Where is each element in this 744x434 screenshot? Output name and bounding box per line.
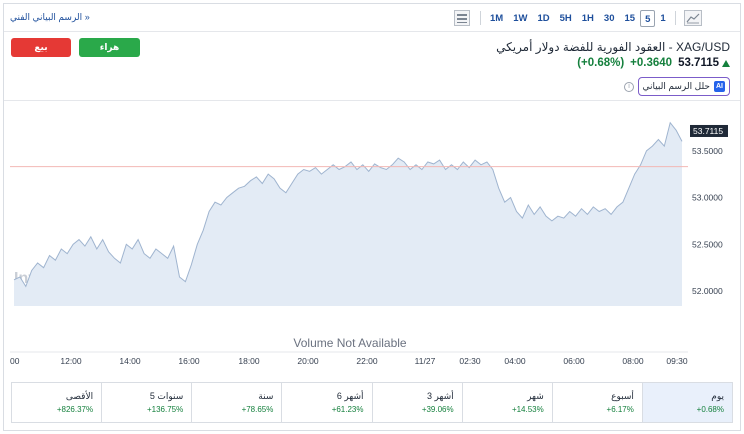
x-tick-label: 18:00 bbox=[238, 356, 260, 366]
info-icon[interactable]: i bbox=[624, 82, 634, 92]
timeframe-1w[interactable]: 1W bbox=[513, 12, 528, 24]
period-6m[interactable]: 6 أشهر +61.23% bbox=[282, 383, 373, 422]
period-label: 5 سنوات bbox=[149, 391, 184, 401]
x-tick-label: 06:00 bbox=[563, 356, 585, 366]
period-label: 6 أشهر bbox=[336, 391, 364, 401]
y-tick-label: 52.5000 bbox=[692, 239, 723, 249]
x-tick-label: 02:30 bbox=[459, 356, 481, 366]
analyze-chart-label: حلل الرسم البياني bbox=[642, 81, 710, 91]
buy-button[interactable]: هراء bbox=[79, 38, 140, 57]
period-value: +39.06% bbox=[421, 405, 454, 414]
x-tick-label: 08:00 bbox=[622, 356, 644, 366]
price-row: (+0.68%) +0.3640 53.7115 bbox=[577, 56, 730, 70]
up-arrow-icon bbox=[722, 59, 730, 67]
current-price-label: 53.7115 bbox=[693, 126, 723, 136]
period-max[interactable]: الأقصى +826.37% bbox=[12, 383, 103, 422]
toolbar-separator bbox=[674, 11, 676, 25]
period-1m[interactable]: شهر +14.53% bbox=[463, 383, 553, 422]
price-area bbox=[10, 121, 688, 306]
period-label: 3 أشهر bbox=[426, 391, 454, 401]
timeframe-5h[interactable]: 5H bbox=[559, 12, 572, 24]
timeframe-selector: 1M 1W 1D 5H 1H 30 15 5 1 bbox=[454, 9, 702, 27]
x-tick-label: 00 bbox=[10, 356, 20, 366]
y-tick-label: 53.5000 bbox=[692, 146, 723, 156]
price-chart[interactable]: Investing.com Volume Not Available 53.50… bbox=[4, 100, 740, 376]
change-value: +0.3640 bbox=[630, 57, 673, 69]
timeframe-5[interactable]: 5 bbox=[640, 9, 656, 27]
period-value: +826.37% bbox=[56, 405, 94, 414]
x-tick-label: 22:00 bbox=[356, 356, 378, 366]
current-price-box bbox=[690, 124, 728, 137]
chart-widget: الرسم البياني الفني » 1M 1W 1D 5H 1H 30 … bbox=[3, 3, 741, 431]
period-3m[interactable]: 3 أشهر +39.06% bbox=[373, 383, 463, 422]
analyze-chart-button[interactable]: حلل الرسم البياني AI bbox=[638, 77, 730, 96]
timeframe-15[interactable]: 15 bbox=[624, 12, 636, 24]
chart-toolbar: الرسم البياني الفني » 1M 1W 1D 5H 1H 30 … bbox=[4, 4, 740, 32]
x-tick-label: 12:00 bbox=[60, 356, 82, 366]
period-label: شهر bbox=[527, 391, 544, 401]
price-series-line bbox=[13, 121, 683, 288]
period-1d[interactable]: يوم +0.68% bbox=[642, 383, 732, 422]
x-tick-label: 04:00 bbox=[504, 356, 526, 366]
candlestick-icon[interactable] bbox=[454, 10, 470, 26]
price-area-fill bbox=[14, 122, 682, 306]
period-5y[interactable]: 5 سنوات +136.75% bbox=[102, 383, 193, 422]
period-value: +78.65% bbox=[241, 405, 274, 414]
x-tick-label: 11/27 bbox=[415, 356, 436, 366]
sell-button[interactable]: بيع bbox=[11, 38, 71, 57]
timeframe-1h[interactable]: 1H bbox=[581, 12, 594, 24]
period-1w[interactable]: أسبوع +6.17% bbox=[553, 383, 643, 422]
period-value: +14.53% bbox=[511, 405, 544, 414]
price-chart-svg: Investing.com Volume Not Available 53.50… bbox=[4, 100, 740, 366]
period-value: +6.17% bbox=[606, 405, 634, 414]
x-tick-label: 09:30 bbox=[666, 356, 688, 366]
instrument-title: XAG/USD - العقود الفورية للفضة دولار أمر… bbox=[496, 40, 730, 54]
ai-badge-icon: AI bbox=[714, 81, 725, 92]
y-tick-label: 53.0000 bbox=[692, 193, 723, 203]
x-tick-label: 16:00 bbox=[178, 356, 200, 366]
last-price: 53.7115 bbox=[678, 57, 719, 69]
period-1y[interactable]: سنة +78.65% bbox=[192, 383, 283, 422]
period-value: +0.68% bbox=[696, 405, 724, 414]
period-label: أسبوع bbox=[611, 391, 634, 401]
period-label: الأقصى bbox=[65, 391, 94, 401]
period-label: سنة bbox=[258, 391, 274, 401]
area-chart-icon[interactable] bbox=[683, 10, 702, 26]
volume-not-available: Volume Not Available bbox=[293, 336, 407, 350]
timeframe-30[interactable]: 30 bbox=[603, 12, 615, 24]
x-tick-label: 20:00 bbox=[297, 356, 319, 366]
period-label: يوم bbox=[711, 391, 724, 401]
y-tick-label: 52.0000 bbox=[692, 286, 723, 296]
timeframe-1m[interactable]: 1M bbox=[490, 12, 504, 24]
x-tick-label: 14:00 bbox=[119, 356, 141, 366]
timeframe-1[interactable]: 1 bbox=[660, 12, 666, 24]
performance-periods: الأقصى +826.37% 5 سنوات +136.75% سنة +78… bbox=[11, 382, 733, 423]
toolbar-separator bbox=[480, 11, 481, 25]
y-axis: 53.5000 53.0000 52.5000 52.0000 53.7115 bbox=[690, 124, 728, 296]
period-value: +136.75% bbox=[146, 405, 184, 414]
change-percent: (+0.68%) bbox=[577, 57, 625, 69]
timeframe-1d[interactable]: 1D bbox=[537, 12, 550, 24]
x-axis: 00 12:00 14:00 16:00 18:00 20:00 22:00 11/27 02:… bbox=[10, 356, 688, 366]
technical-chart-link[interactable]: الرسم البياني الفني » bbox=[10, 12, 90, 22]
period-value: +61.23% bbox=[331, 405, 364, 414]
